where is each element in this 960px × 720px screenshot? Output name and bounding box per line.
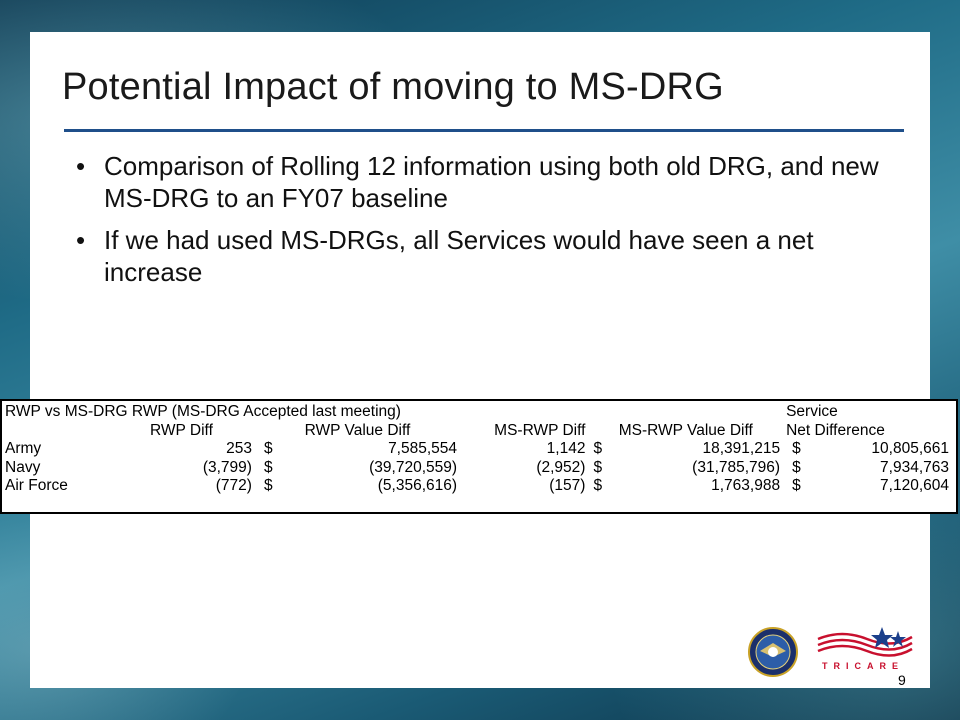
cell-net-difference: 7,120,604	[880, 477, 949, 495]
header-ms-rwp-value-diff: MS-RWP Value Diff	[618, 421, 753, 439]
cell-rwp-value-diff: (39,720,559)	[369, 458, 458, 476]
cell-rwp-value-diff: 7,585,554	[388, 440, 458, 458]
header-service: Service	[786, 403, 838, 421]
cell-rwp-diff: 253	[226, 440, 252, 458]
page-number: 9	[898, 672, 906, 688]
cell-currency: $	[593, 458, 603, 476]
cell-rwp-diff: (772)	[215, 477, 252, 495]
tricare-text: TRICARE	[822, 661, 904, 671]
header-rwp-value-diff: RWP Value Diff	[304, 421, 411, 439]
cell-service: Army	[5, 440, 42, 458]
slide-panel: Potential Impact of moving to MS-DRG • Co…	[30, 32, 930, 688]
cell-rwp-diff: (3,799)	[202, 458, 252, 476]
table-header-row-1: RWP vs MS-DRG RWP (MS-DRG Accepted last …	[5, 403, 955, 422]
cell-ms-rwp-diff: 1,142	[546, 440, 586, 458]
cell-ms-rwp-value-diff: 18,391,215	[702, 440, 781, 458]
cell-service: Navy	[5, 458, 41, 476]
bullet-dot-icon: •	[76, 225, 86, 255]
comparison-table: RWP vs MS-DRG RWP (MS-DRG Accepted last …	[5, 403, 955, 496]
comparison-table-box: RWP vs MS-DRG RWP (MS-DRG Accepted last …	[0, 399, 958, 514]
table-caption: RWP vs MS-DRG RWP (MS-DRG Accepted last …	[5, 403, 401, 421]
cell-currency: $	[263, 458, 273, 476]
bullet-text: If we had used MS-DRGs, all Services wou…	[104, 225, 814, 287]
bullet-list: • Comparison of Rolling 12 information us…	[76, 150, 896, 298]
header-blank	[5, 422, 81, 441]
cell-rwp-value-diff: (5,356,616)	[377, 477, 458, 495]
cell-net-difference: 10,805,661	[871, 440, 949, 458]
cell-currency: $	[792, 440, 801, 458]
tricare-logo-icon: TRICARE	[817, 627, 913, 671]
bullet-text: Comparison of Rolling 12 information usi…	[104, 151, 879, 213]
table-row: Navy (3,799) $ (39,720,559) (2,952) $ (3…	[5, 459, 955, 478]
cell-ms-rwp-diff: (2,952)	[536, 458, 586, 476]
header-rwp-diff: RWP Diff	[150, 421, 213, 439]
table-row: Army 253 $ 7,585,554 1,142 $ 18,391,215 …	[5, 440, 955, 459]
cell-ms-rwp-value-diff: (31,785,796)	[692, 458, 781, 476]
header-net-difference: Net Difference	[786, 421, 885, 439]
bullet-item: • If we had used MS-DRGs, all Services wo…	[76, 224, 896, 288]
cell-currency: $	[792, 458, 801, 476]
cell-ms-rwp-diff: (157)	[549, 477, 586, 495]
bullet-item: • Comparison of Rolling 12 information us…	[76, 150, 896, 214]
department-of-defense-seal-icon	[748, 627, 798, 677]
cell-ms-rwp-value-diff: 1,763,988	[711, 477, 781, 495]
cell-currency: $	[792, 477, 801, 495]
slide-title: Potential Impact of moving to MS-DRG	[62, 66, 724, 108]
cell-currency: $	[593, 440, 603, 458]
cell-currency: $	[593, 477, 603, 495]
table-header-row-2: RWP Diff RWP Value Diff MS-RWP Diff MS-R…	[5, 422, 955, 441]
header-ms-rwp-diff: MS-RWP Diff	[494, 421, 586, 439]
table-row: Air Force (772) $ (5,356,616) (157) $ 1,…	[5, 477, 955, 496]
cell-currency: $	[263, 440, 273, 458]
cell-service: Air Force	[5, 477, 68, 495]
cell-currency: $	[263, 477, 273, 495]
cell-net-difference: 7,934,763	[880, 458, 949, 476]
title-underline	[64, 129, 904, 132]
bullet-dot-icon: •	[76, 151, 86, 181]
